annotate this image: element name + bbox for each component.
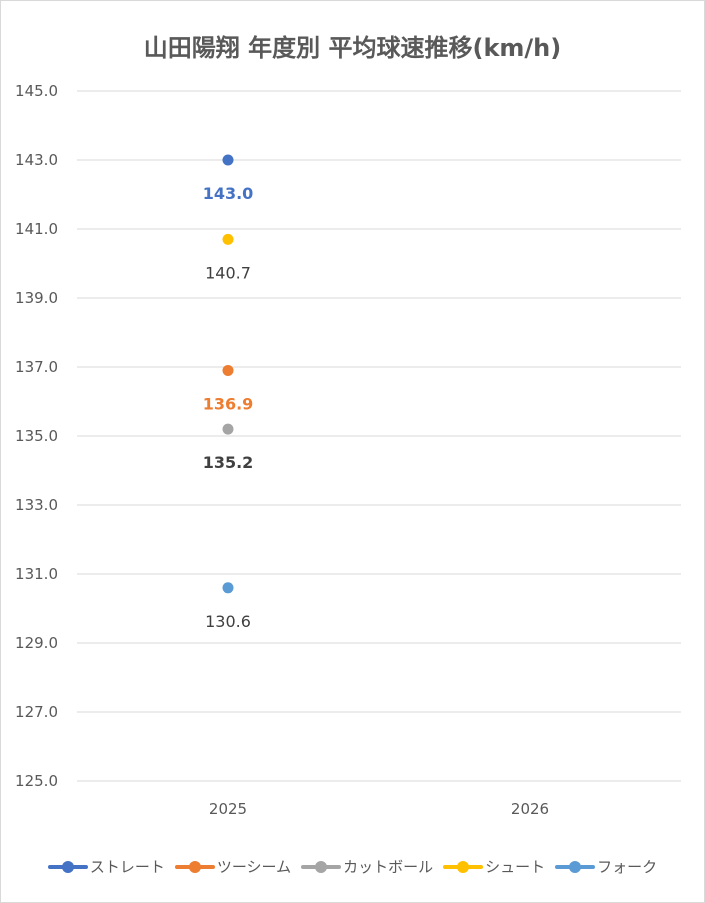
legend-item: ストレート (47, 856, 165, 877)
y-tick-label: 145.0 (15, 82, 58, 100)
legend-marker (443, 860, 484, 873)
legend-item: ツーシーム (174, 856, 292, 877)
x-tick-label: 2025 (209, 800, 247, 818)
data-label: 136.9 (203, 394, 254, 413)
data-label: 135.2 (203, 453, 254, 472)
legend-item: フォーク (555, 856, 657, 877)
y-tick-label: 125.0 (15, 772, 58, 790)
data-label: 143.0 (203, 184, 254, 203)
legend-item: カットボール (301, 856, 433, 877)
legend-marker (555, 860, 596, 873)
data-point (222, 233, 234, 245)
legend: ストレート ツーシーム カットボール シュート フォーク (0, 856, 705, 877)
y-tick-label: 141.0 (15, 220, 58, 238)
y-tick-label: 133.0 (15, 496, 58, 514)
legend-label: カットボール (343, 858, 434, 876)
data-point (222, 154, 234, 166)
legend-item: シュート (443, 856, 545, 877)
data-point (222, 364, 234, 376)
legend-label: ツーシーム (216, 858, 292, 876)
y-tick-label: 131.0 (15, 565, 58, 583)
data-label: 140.7 (205, 263, 251, 282)
legend-marker (174, 860, 215, 873)
legend-label: ストレート (89, 858, 165, 876)
y-tick-label: 143.0 (15, 151, 58, 169)
y-tick-label: 139.0 (15, 289, 58, 307)
legend-marker (301, 860, 342, 873)
data-label: 130.6 (205, 612, 251, 631)
legend-label: シュート (485, 858, 546, 876)
data-point (222, 423, 234, 435)
chart-title: 山田陽翔 年度別 平均球速推移(km/h) (143, 34, 562, 62)
y-tick-label: 127.0 (15, 703, 58, 721)
y-tick-label: 135.0 (15, 427, 58, 445)
legend-marker (47, 860, 88, 873)
x-tick-label: 2026 (511, 800, 549, 818)
y-tick-label: 137.0 (15, 358, 58, 376)
y-tick-label: 129.0 (15, 634, 58, 652)
legend-label: フォーク (597, 858, 658, 876)
data-point (222, 582, 234, 594)
